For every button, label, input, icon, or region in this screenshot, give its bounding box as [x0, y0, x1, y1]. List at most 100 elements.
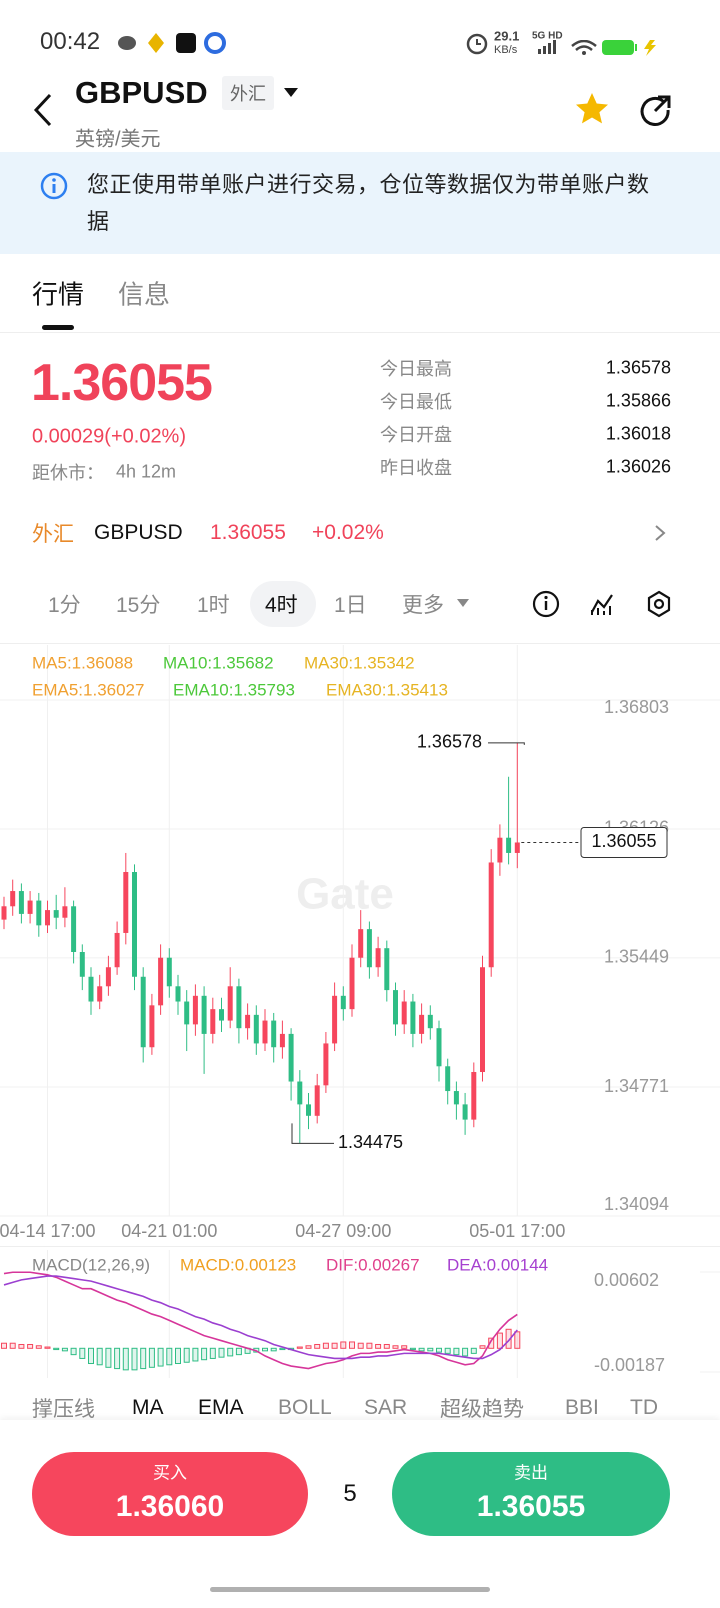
- ma-legend: EMA10:1.35793: [173, 680, 295, 699]
- stat-label: 今日开盘: [380, 425, 452, 445]
- timeframe-active-bg: [250, 581, 316, 627]
- sell-label[interactable]: 卖出: [514, 1463, 548, 1483]
- close-time: 4h 12m: [116, 461, 177, 482]
- indicator-tab[interactable]: EMA: [198, 1396, 244, 1419]
- y-tick-label: 1.35449: [604, 947, 669, 967]
- candle-body: [306, 1104, 311, 1116]
- last-price: 1.36055: [31, 354, 213, 412]
- macd-bar: [479, 1345, 486, 1349]
- ma-legend: EMA5:1.36027: [32, 680, 144, 699]
- sell-price[interactable]: 1.36055: [476, 1490, 586, 1523]
- ticker-change[interactable]: +0.02%: [312, 521, 384, 544]
- buy-price[interactable]: 1.36060: [115, 1490, 225, 1523]
- candle-body: [462, 1104, 468, 1120]
- macd-bar: [235, 1347, 242, 1356]
- y-tick-label: 1.34094: [604, 1194, 669, 1214]
- buy-button[interactable]: [32, 1452, 308, 1536]
- candle-body: [279, 1033, 285, 1048]
- favorite-star[interactable]: [574, 91, 610, 127]
- chart-tools[interactable]: [530, 588, 675, 620]
- ma-legend: EMA30:1.35413: [326, 680, 448, 699]
- share-button[interactable]: [638, 93, 672, 127]
- candle-body: [210, 1009, 216, 1034]
- chevron[interactable]: [653, 524, 667, 542]
- high-label: 1.36578: [417, 732, 482, 752]
- timeframe[interactable]: 15分: [116, 594, 161, 617]
- indicator-tab[interactable]: 撑压线: [32, 1398, 95, 1421]
- candle-body: [332, 995, 338, 1044]
- stat-label: 今日最低: [380, 392, 452, 412]
- timeframe[interactable]: 1日: [334, 594, 367, 617]
- candle-body: [36, 900, 42, 926]
- timeframe[interactable]: 1时: [197, 594, 230, 617]
- macd-bar: [61, 1347, 68, 1352]
- timeframe[interactable]: 1分: [48, 594, 81, 617]
- candle-body: [123, 872, 129, 933]
- net-unit: KB/s: [494, 44, 518, 56]
- candle-body: [366, 929, 372, 968]
- ticker-symbol[interactable]: GBPUSD: [94, 521, 183, 544]
- ticker-market[interactable]: 外汇: [32, 523, 74, 546]
- indicator-tab[interactable]: BBI: [565, 1396, 599, 1419]
- indicator-tab[interactable]: TD: [630, 1396, 658, 1419]
- macd-bar: [9, 1342, 16, 1349]
- macd-bar: [331, 1342, 338, 1349]
- candle-body: [27, 900, 33, 914]
- ma-legend: MA10:1.35682: [163, 653, 274, 672]
- macd-bar: [514, 1331, 521, 1349]
- back-button[interactable]: [30, 92, 56, 128]
- macd-bar: [166, 1347, 173, 1366]
- y-tick-label: 1.36803: [604, 697, 669, 717]
- x-tick-label: 04-27 09:00: [295, 1221, 391, 1241]
- candle-body: [401, 1001, 407, 1025]
- info-icon: [40, 172, 68, 200]
- high-leader: [488, 742, 525, 745]
- macd-bar: [88, 1347, 94, 1365]
- candle-body: [480, 967, 485, 1072]
- price-change: 0.00029(+0.02%): [32, 425, 187, 448]
- macd-bar: [175, 1347, 181, 1365]
- macd-bar: [366, 1342, 373, 1349]
- candlestick-chart: Gate 1.368031.361261.354491.347711.34094…: [0, 645, 720, 1378]
- macd-bar: [340, 1341, 347, 1349]
- low-label: 1.34475: [338, 1132, 403, 1152]
- macd-legend: DIF:0.00267: [326, 1255, 420, 1274]
- ticker-price[interactable]: 1.36055: [210, 521, 286, 544]
- candle-body: [158, 957, 164, 1006]
- macd-bar: [314, 1343, 321, 1349]
- stat-value: 1.36578: [605, 357, 671, 378]
- candle-body: [427, 1014, 433, 1029]
- macd-legend: MACD:0.00123: [180, 1255, 296, 1274]
- sell-button[interactable]: [392, 1452, 670, 1536]
- candle-body: [384, 948, 390, 991]
- low-leader: [291, 1123, 334, 1144]
- ma-legend: MA30:1.35342: [304, 653, 415, 672]
- indicator-tab[interactable]: MA: [132, 1396, 164, 1419]
- tab[interactable]: 信息: [118, 279, 171, 310]
- stat-label: 今日最高: [380, 359, 452, 379]
- candle-body: [393, 990, 398, 1025]
- status-icons: [118, 32, 226, 54]
- indicator-tab[interactable]: BOLL: [278, 1396, 332, 1419]
- macd-legend: DEA:0.00144: [447, 1255, 548, 1274]
- timeframe-more[interactable]: 更多: [402, 594, 444, 617]
- stat-value: 1.36018: [605, 423, 671, 444]
- macd-bar: [453, 1347, 460, 1356]
- macd-bar: [201, 1347, 208, 1361]
- macd-bar: [140, 1347, 147, 1370]
- macd-bar: [192, 1347, 199, 1362]
- quantity[interactable]: 5: [343, 1480, 357, 1507]
- candle-body: [506, 837, 512, 853]
- buy-label[interactable]: 买入: [153, 1463, 187, 1483]
- notice-banner: [0, 152, 720, 254]
- home-indicator: [210, 1587, 490, 1592]
- macd-bar: [218, 1347, 225, 1358]
- timeframe-active[interactable]: 4时: [265, 594, 298, 617]
- indicator-tab[interactable]: 超级趋势: [440, 1398, 524, 1421]
- indicator-tab[interactable]: SAR: [364, 1396, 408, 1419]
- more-dropdown[interactable]: [456, 597, 470, 609]
- tab-active[interactable]: 行情: [32, 279, 85, 310]
- candle-body: [323, 1043, 329, 1086]
- symbol-dropdown[interactable]: [283, 86, 299, 98]
- macd-bar: [401, 1345, 408, 1349]
